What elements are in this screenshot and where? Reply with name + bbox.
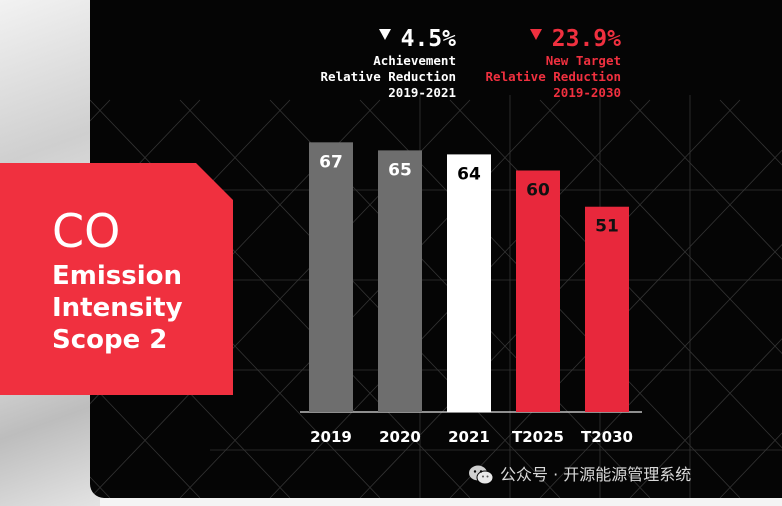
- down-triangle-icon: [378, 29, 391, 40]
- metric-label-co: CO: [52, 204, 121, 258]
- target-stat: 23.9% New Target Relative Reduction 2019…: [486, 25, 621, 101]
- category-label: 2019: [310, 428, 352, 446]
- achievement-stat: 4.5% Achievement Relative Reduction 2019…: [321, 25, 456, 101]
- pattern-line: [629, 338, 782, 498]
- bar-value-label: 51: [595, 217, 619, 237]
- metric-label-intensity: Intensity: [52, 293, 183, 323]
- category-label: T2025: [512, 428, 564, 446]
- bar-value-label: 60: [526, 181, 550, 201]
- achievement-subtitle: Relative Reduction: [320, 69, 456, 84]
- metric-label-card: [0, 163, 233, 395]
- pattern-line: [539, 99, 782, 355]
- pattern-line: [179, 99, 561, 498]
- bar-value-label: 64: [457, 164, 481, 184]
- achievement-period: 2019-2021: [388, 85, 456, 100]
- category-label: 2021: [448, 428, 490, 446]
- chart-panel: [90, 0, 782, 498]
- category-label: T2030: [581, 428, 633, 446]
- down-triangle-icon: [529, 29, 542, 40]
- achievement-value: 4.5%: [400, 26, 456, 52]
- wechat-icon: [469, 465, 494, 485]
- bottom-strip: [100, 498, 782, 506]
- category-label: 2020: [379, 428, 421, 446]
- target-title: New Target: [545, 53, 621, 68]
- metric-label-emission: Emission: [52, 261, 182, 291]
- bar-2021: [447, 154, 491, 412]
- metric-label-scope: Scope 2: [52, 325, 168, 355]
- bar-t2030: [585, 206, 629, 412]
- target-value: 23.9%: [551, 26, 621, 52]
- pattern-line: [90, 382, 201, 498]
- watermark: 公众号 · 开源能源管理系统: [468, 464, 691, 486]
- pattern-line: [449, 99, 782, 449]
- bar-value-label: 65: [388, 160, 412, 180]
- watermark-text: 公众号 · 开源能源管理系统: [500, 465, 692, 484]
- target-subtitle: Relative Reduction: [485, 69, 621, 84]
- target-period: 2019-2030: [553, 85, 621, 100]
- bar-2019: [309, 142, 353, 412]
- bar-2020: [378, 150, 422, 412]
- achievement-title: Achievement: [373, 53, 456, 68]
- bar-t2025: [516, 170, 560, 412]
- pattern-line: [629, 99, 782, 260]
- bar-value-label: 67: [319, 152, 343, 172]
